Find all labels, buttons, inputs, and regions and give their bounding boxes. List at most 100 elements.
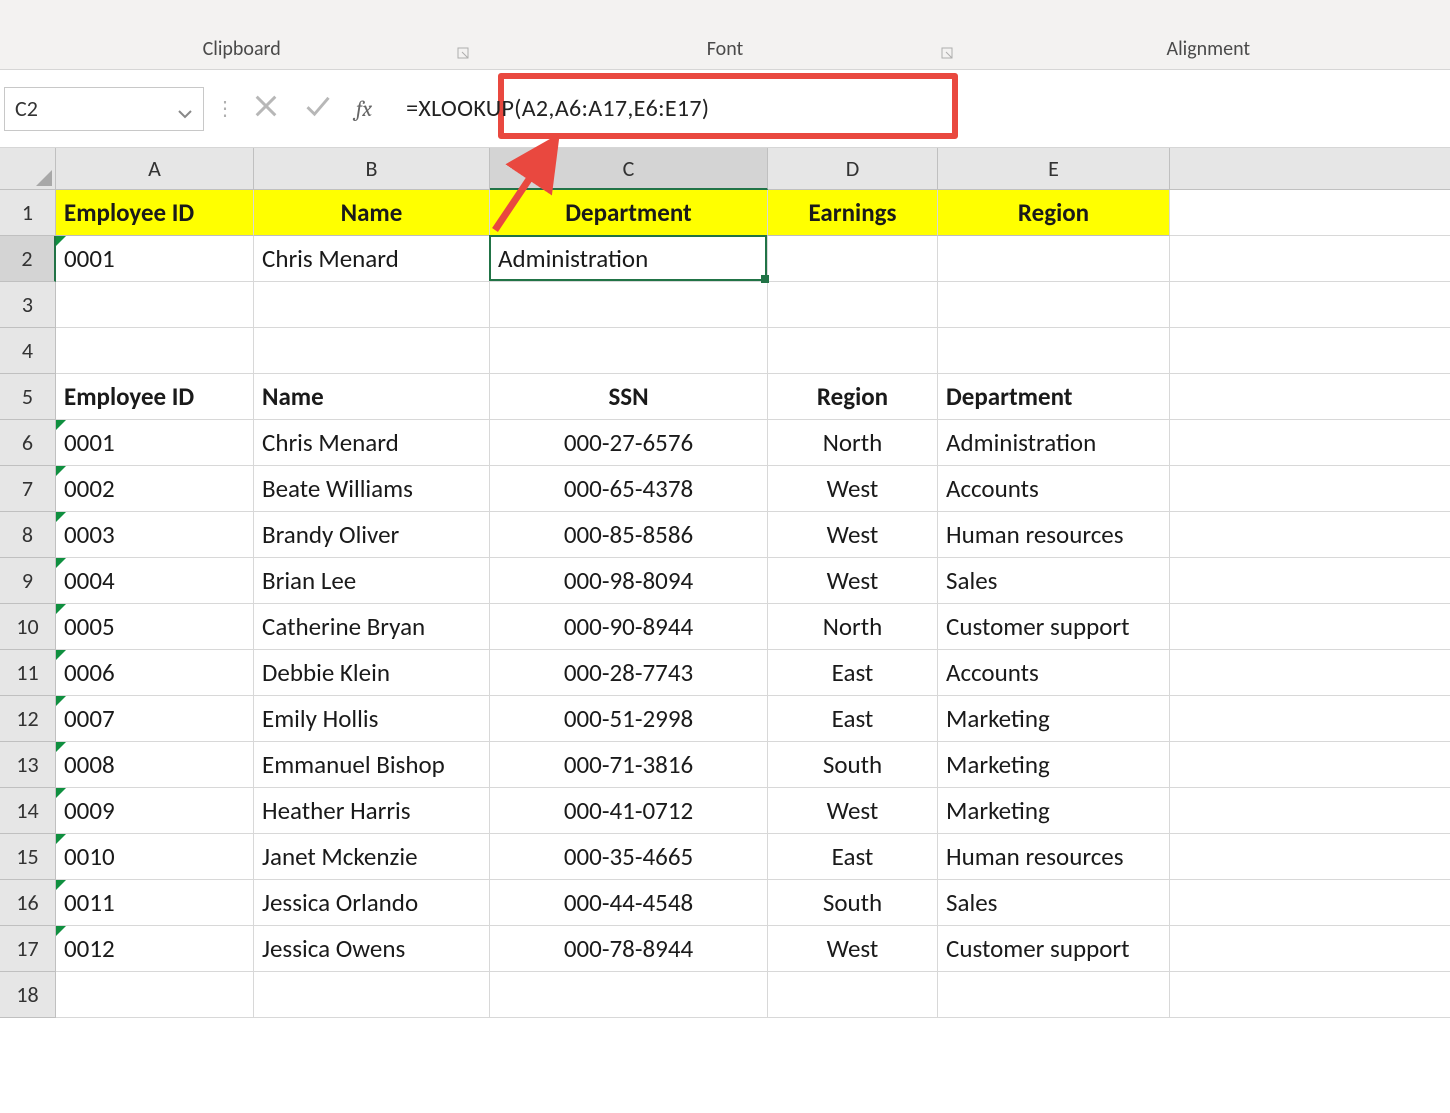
cell-B1[interactable]: Name xyxy=(254,190,490,236)
cell-A15[interactable]: 0010 xyxy=(56,834,254,880)
enter-icon[interactable] xyxy=(304,92,332,126)
cell-blank-3[interactable] xyxy=(1170,282,1450,328)
cell-C5[interactable]: SSN xyxy=(490,374,768,420)
fx-label[interactable]: fx xyxy=(346,96,388,122)
cell-A8[interactable]: 0003 xyxy=(56,512,254,558)
cell-blank-12[interactable] xyxy=(1170,696,1450,742)
cell-A6[interactable]: 0001 xyxy=(56,420,254,466)
cell-A17[interactable]: 0012 xyxy=(56,926,254,972)
select-all-corner[interactable] xyxy=(0,148,56,190)
cell-B14[interactable]: Heather Harris xyxy=(254,788,490,834)
cell-C18[interactable] xyxy=(490,972,768,1018)
column-header-D[interactable]: D xyxy=(768,148,938,190)
row-header-18[interactable]: 18 xyxy=(0,972,56,1018)
cell-E17[interactable]: Customer support xyxy=(938,926,1170,972)
cell-E8[interactable]: Human resources xyxy=(938,512,1170,558)
cell-blank-1[interactable] xyxy=(1170,190,1450,236)
cell-D8[interactable]: West xyxy=(768,512,938,558)
row-header-10[interactable]: 10 xyxy=(0,604,56,650)
cell-D18[interactable] xyxy=(768,972,938,1018)
cell-D12[interactable]: East xyxy=(768,696,938,742)
cell-C12[interactable]: 000-51-2998 xyxy=(490,696,768,742)
cell-D15[interactable]: East xyxy=(768,834,938,880)
column-header-C[interactable]: C xyxy=(490,148,768,190)
ribbon-group-font[interactable]: Font xyxy=(483,37,966,61)
cell-A5[interactable]: Employee ID xyxy=(56,374,254,420)
cell-D17[interactable]: West xyxy=(768,926,938,972)
cell-C9[interactable]: 000-98-8094 xyxy=(490,558,768,604)
column-header-A[interactable]: A xyxy=(56,148,254,190)
cell-D10[interactable]: North xyxy=(768,604,938,650)
cell-A9[interactable]: 0004 xyxy=(56,558,254,604)
column-header-B[interactable]: B xyxy=(254,148,490,190)
cell-E10[interactable]: Customer support xyxy=(938,604,1170,650)
row-header-4[interactable]: 4 xyxy=(0,328,56,374)
cell-blank-8[interactable] xyxy=(1170,512,1450,558)
cell-B17[interactable]: Jessica Owens xyxy=(254,926,490,972)
cell-D13[interactable]: South xyxy=(768,742,938,788)
cell-E16[interactable]: Sales xyxy=(938,880,1170,926)
cell-blank-14[interactable] xyxy=(1170,788,1450,834)
cell-A13[interactable]: 0008 xyxy=(56,742,254,788)
ribbon-group-alignment[interactable]: Alignment xyxy=(967,37,1450,61)
cell-D11[interactable]: East xyxy=(768,650,938,696)
cell-D4[interactable] xyxy=(768,328,938,374)
row-header-6[interactable]: 6 xyxy=(0,420,56,466)
row-header-17[interactable]: 17 xyxy=(0,926,56,972)
cell-C3[interactable] xyxy=(490,282,768,328)
ribbon-group-clipboard[interactable]: Clipboard xyxy=(0,37,483,61)
cell-E7[interactable]: Accounts xyxy=(938,466,1170,512)
cell-blank-13[interactable] xyxy=(1170,742,1450,788)
cell-D6[interactable]: North xyxy=(768,420,938,466)
cell-A12[interactable]: 0007 xyxy=(56,696,254,742)
cell-D7[interactable]: West xyxy=(768,466,938,512)
cell-E2[interactable] xyxy=(938,236,1170,282)
cell-B5[interactable]: Name xyxy=(254,374,490,420)
cell-C10[interactable]: 000-90-8944 xyxy=(490,604,768,650)
column-header-E[interactable]: E xyxy=(938,148,1170,190)
cell-A18[interactable] xyxy=(56,972,254,1018)
cell-blank-10[interactable] xyxy=(1170,604,1450,650)
cell-blank-2[interactable] xyxy=(1170,236,1450,282)
cell-C11[interactable]: 000-28-7743 xyxy=(490,650,768,696)
cell-C13[interactable]: 000-71-3816 xyxy=(490,742,768,788)
cell-C7[interactable]: 000-65-4378 xyxy=(490,466,768,512)
cell-blank-7[interactable] xyxy=(1170,466,1450,512)
dialog-launcher-icon[interactable] xyxy=(457,43,471,57)
cell-C15[interactable]: 000-35-4665 xyxy=(490,834,768,880)
cell-E18[interactable] xyxy=(938,972,1170,1018)
worksheet[interactable]: ABCDE 1Employee IDNameDepartmentEarnings… xyxy=(0,148,1450,1018)
cell-A16[interactable]: 0011 xyxy=(56,880,254,926)
cell-D16[interactable]: South xyxy=(768,880,938,926)
cell-D14[interactable]: West xyxy=(768,788,938,834)
row-header-1[interactable]: 1 xyxy=(0,190,56,236)
cancel-icon[interactable] xyxy=(252,92,280,126)
row-header-13[interactable]: 13 xyxy=(0,742,56,788)
row-header-3[interactable]: 3 xyxy=(0,282,56,328)
cell-blank-17[interactable] xyxy=(1170,926,1450,972)
cell-D5[interactable]: Region xyxy=(768,374,938,420)
cell-A4[interactable] xyxy=(56,328,254,374)
cell-E11[interactable]: Accounts xyxy=(938,650,1170,696)
cell-B18[interactable] xyxy=(254,972,490,1018)
cell-C1[interactable]: Department xyxy=(490,190,768,236)
row-header-9[interactable]: 9 xyxy=(0,558,56,604)
cell-E13[interactable]: Marketing xyxy=(938,742,1170,788)
cell-A3[interactable] xyxy=(56,282,254,328)
cell-blank-9[interactable] xyxy=(1170,558,1450,604)
cell-B9[interactable]: Brian Lee xyxy=(254,558,490,604)
formula-input[interactable]: =XLOOKUP(A2,A6:A17,E6:E17) xyxy=(388,81,1446,137)
cell-A7[interactable]: 0002 xyxy=(56,466,254,512)
cell-E6[interactable]: Administration xyxy=(938,420,1170,466)
cell-B12[interactable]: Emily Hollis xyxy=(254,696,490,742)
cell-C8[interactable]: 000-85-8586 xyxy=(490,512,768,558)
cell-C2[interactable]: Administration xyxy=(490,236,768,282)
cell-blank-5[interactable] xyxy=(1170,374,1450,420)
name-box[interactable]: C2 xyxy=(4,87,204,131)
cell-B16[interactable]: Jessica Orlando xyxy=(254,880,490,926)
cell-E9[interactable]: Sales xyxy=(938,558,1170,604)
cell-E12[interactable]: Marketing xyxy=(938,696,1170,742)
cell-A14[interactable]: 0009 xyxy=(56,788,254,834)
row-header-11[interactable]: 11 xyxy=(0,650,56,696)
row-header-8[interactable]: 8 xyxy=(0,512,56,558)
